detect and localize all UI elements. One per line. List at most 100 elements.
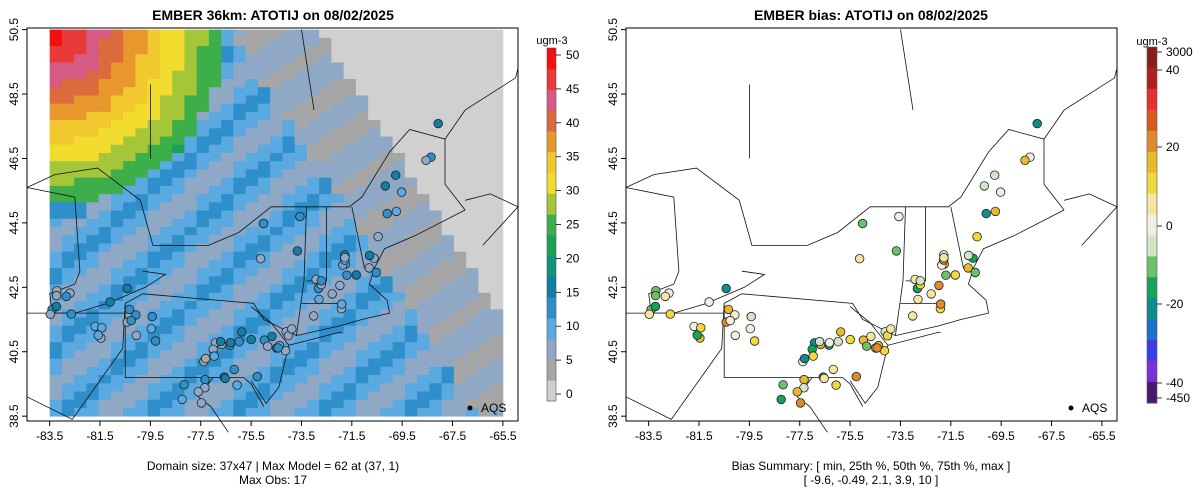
- grid-cell: [490, 317, 504, 327]
- grid-cell: [282, 407, 296, 417]
- grid-cell: [343, 62, 357, 72]
- grid-cell: [61, 169, 75, 179]
- grid-cell: [196, 103, 210, 113]
- grid-cell: [319, 103, 332, 113]
- grid-cell: [196, 259, 210, 269]
- grid-cell: [135, 177, 149, 187]
- model-grid-cells: [49, 29, 504, 417]
- grid-cell: [380, 95, 394, 105]
- grid-cell: [294, 333, 308, 343]
- right-panel: EMBER bias: ATOTIJ on 08/02/2025 AQS -83…: [606, 7, 1193, 487]
- grid-cell: [331, 95, 345, 105]
- obs-site-marker: [340, 253, 350, 263]
- grid-cell: [282, 292, 296, 302]
- grid-cell: [282, 383, 296, 392]
- grid-cell: [257, 202, 271, 211]
- grid-cell: [208, 309, 222, 318]
- grid-cell: [429, 78, 443, 88]
- grid-cell: [294, 407, 308, 417]
- grid-cell: [331, 391, 345, 401]
- grid-cell: [368, 70, 381, 80]
- grid-cell: [159, 194, 173, 203]
- grid-cell: [453, 375, 467, 384]
- bias-site-marker: [650, 301, 661, 312]
- grid-cell: [294, 342, 308, 351]
- grid-cell: [478, 268, 492, 277]
- grid-cell: [478, 62, 492, 72]
- grid-cell: [270, 407, 283, 417]
- grid-cell: [233, 78, 247, 88]
- grid-cell: [429, 194, 443, 203]
- grid-cell: [392, 103, 406, 113]
- bias-site-marker: [1020, 155, 1030, 166]
- grid-cell: [355, 309, 369, 318]
- grid-cell: [184, 78, 198, 88]
- grid-cell: [74, 152, 87, 162]
- grid-cell: [74, 375, 87, 384]
- grid-cell: [441, 317, 455, 327]
- grid-cell: [453, 227, 467, 236]
- grid-cell: [61, 194, 75, 203]
- grid-cell: [86, 342, 100, 351]
- grid-cell: [233, 111, 247, 121]
- grid-cell: [49, 185, 63, 195]
- y-tick-label: 42.5: [606, 275, 620, 299]
- grid-cell: [331, 292, 345, 302]
- grid-cell: [306, 136, 320, 146]
- grid-cell: [392, 37, 406, 47]
- grid-cell: [86, 317, 100, 327]
- bias-site-marker: [845, 334, 855, 345]
- grid-cell: [331, 251, 345, 261]
- grid-cell: [392, 152, 406, 162]
- grid-cell: [257, 391, 271, 401]
- grid-cell: [368, 62, 381, 72]
- grid-cell: [61, 227, 75, 236]
- grid-cell: [61, 62, 75, 72]
- grid-cell: [404, 407, 418, 417]
- grid-cell: [159, 29, 173, 39]
- grid-cell: [184, 62, 198, 72]
- bias-site-marker: [891, 246, 902, 256]
- grid-cell: [466, 120, 479, 129]
- grid-cell: [404, 70, 418, 80]
- grid-cell: [159, 62, 173, 72]
- grid-cell: [110, 235, 124, 244]
- grid-cell: [331, 227, 345, 236]
- grid-cell: [257, 407, 271, 417]
- grid-cell: [478, 177, 492, 187]
- bias-site-marker: [833, 337, 843, 347]
- grid-cell: [257, 128, 271, 137]
- y-tick-label: 50.5: [606, 18, 620, 42]
- grid-cell: [123, 350, 136, 359]
- grid-cell: [86, 218, 100, 228]
- grid-cell: [49, 144, 63, 154]
- bias-site-marker: [746, 311, 756, 322]
- grid-cell: [49, 46, 63, 55]
- grid-cell: [135, 391, 149, 401]
- grid-cell: [441, 169, 455, 179]
- grid-cell: [306, 342, 320, 351]
- grid-cell: [257, 325, 271, 335]
- grid-cell: [417, 284, 430, 294]
- colorbar-tick-label: 0: [1166, 219, 1173, 233]
- right-map-frame: [625, 27, 1118, 422]
- bias-site-marker: [696, 323, 706, 333]
- grid-cell: [61, 259, 75, 269]
- grid-cell: [98, 218, 112, 228]
- grid-cell: [257, 70, 271, 80]
- obs-site-marker: [146, 324, 157, 334]
- grid-cell: [392, 202, 406, 211]
- grid-cell: [466, 259, 479, 269]
- grid-cell: [466, 407, 479, 417]
- colorbar-tick-label: 20: [566, 251, 580, 265]
- grid-cell: [404, 317, 418, 327]
- grid-cell: [159, 218, 173, 228]
- grid-cell: [294, 325, 308, 335]
- grid-cell: [98, 317, 112, 327]
- obs-site-marker: [255, 254, 266, 264]
- grid-cell: [417, 276, 430, 285]
- grid-cell: [61, 111, 75, 121]
- grid-cell: [147, 218, 161, 228]
- grid-cell: [233, 292, 247, 302]
- grid-cell: [135, 350, 149, 359]
